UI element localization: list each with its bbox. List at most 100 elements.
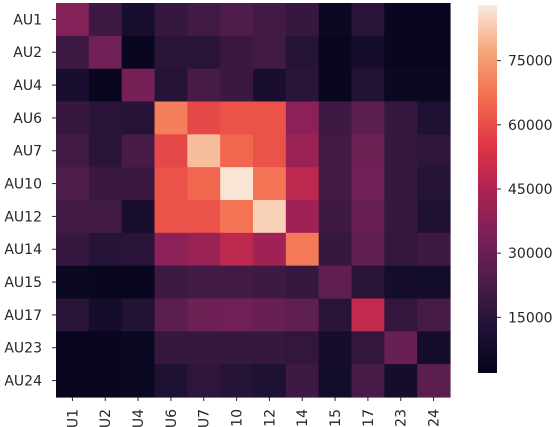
heatmap-cell	[285, 167, 320, 201]
colorbar-tick-label: 15000	[508, 310, 553, 326]
heatmap-cell	[187, 200, 221, 234]
y-tick-label: AU17	[4, 308, 42, 324]
heatmap-cell	[121, 3, 156, 37]
x-tick-label: AU1	[65, 409, 81, 427]
heatmap-cell	[351, 167, 385, 201]
heatmap-cell	[154, 331, 188, 365]
heatmap-cell	[88, 68, 123, 103]
x-tick-label: AU14	[295, 409, 311, 427]
heatmap-cell	[121, 232, 156, 267]
heatmap-cell	[318, 232, 353, 267]
heatmap-cell	[351, 298, 385, 332]
y-tick-label: AU12	[4, 209, 42, 225]
heatmap-cell	[187, 68, 221, 103]
heatmap-cell	[417, 68, 451, 103]
heatmap-cell	[56, 265, 90, 300]
heatmap-cell	[318, 167, 353, 201]
heatmap-cell	[318, 3, 353, 37]
heatmap-cell	[417, 101, 451, 135]
heatmap-cell	[187, 167, 221, 201]
heatmap-cell	[351, 200, 385, 234]
heatmap-cell	[121, 298, 156, 332]
x-tick-label: AU17	[361, 409, 377, 427]
y-tick-label: AU7	[13, 144, 42, 160]
heatmap-cell	[351, 101, 385, 135]
x-tick-label: AU12	[262, 409, 278, 427]
heatmap-cell	[253, 364, 287, 398]
heatmap-cell	[154, 134, 188, 168]
axes-layer: AU1 AU2 AU4 AU6 AU7 AU10 AU12 AU14 AU15 AU17 AU23 A…	[4, 12, 442, 427]
heatmap-cell	[318, 68, 353, 103]
y-tick-label: AU1	[13, 12, 42, 28]
heatmap-cell	[384, 134, 418, 168]
heatmap-cell	[318, 331, 353, 365]
y-tick-label: AU6	[13, 111, 42, 127]
heatmap-cell	[351, 134, 385, 168]
heatmap-cell	[154, 167, 188, 201]
heatmap-cell	[384, 167, 418, 201]
heatmap-cell	[154, 200, 188, 234]
heatmap-cell	[220, 232, 254, 267]
heatmap-cell	[351, 35, 385, 70]
heatmap-cell	[187, 298, 221, 332]
heatmap-cell	[88, 265, 123, 300]
heatmap-cell	[56, 101, 90, 135]
heatmap-cell	[220, 167, 254, 201]
heatmap-cell	[121, 200, 156, 234]
heatmap-cell	[285, 331, 320, 365]
x-tick-label: AU10	[230, 409, 246, 427]
heatmap-cell	[220, 265, 254, 300]
heatmap-cell	[384, 35, 418, 70]
heatmap-cell	[154, 232, 188, 267]
cells-layer	[56, 3, 451, 398]
heatmap-cell	[318, 265, 353, 300]
heatmap-cell	[384, 232, 418, 267]
heatmap-cell	[384, 68, 418, 103]
heatmap-cell	[253, 298, 287, 332]
heatmap-cell	[154, 101, 188, 135]
heatmap-cell	[417, 3, 451, 37]
heatmap-cell	[121, 35, 156, 70]
heatmap-cell	[417, 232, 451, 267]
heatmap-cell	[384, 200, 418, 234]
heatmap-cell	[384, 101, 418, 135]
heatmap-cell	[121, 364, 156, 398]
heatmap-cell	[187, 134, 221, 168]
heatmap-cell	[56, 232, 90, 267]
heatmap-cell	[417, 134, 451, 168]
heatmap-cell	[88, 200, 123, 234]
heatmap-cell	[253, 265, 287, 300]
heatmap-cell	[417, 364, 451, 398]
heatmap-cell	[187, 364, 221, 398]
x-tick-label: AU2	[98, 409, 114, 427]
heatmap-cell	[56, 134, 90, 168]
heatmap-cell	[384, 331, 418, 365]
heatmap-cell	[88, 298, 123, 332]
heatmap-cell	[88, 331, 123, 365]
heatmap-cell	[220, 35, 254, 70]
heatmap-cell	[318, 200, 353, 234]
y-tick-label: AU23	[4, 341, 42, 357]
heatmap-cell	[285, 298, 320, 332]
heatmap-cell	[88, 167, 123, 201]
heatmap-cell	[285, 35, 320, 70]
heatmap-cell	[220, 68, 254, 103]
heatmap-cell	[56, 3, 90, 37]
heatmap-cell	[220, 134, 254, 168]
heatmap-cell	[220, 331, 254, 365]
heatmap-cell	[121, 331, 156, 365]
colorbar-gradient	[478, 5, 497, 373]
x-tick-label: AU6	[164, 409, 180, 427]
heatmap-cell	[417, 167, 451, 201]
x-tick-label: AU7	[197, 409, 213, 427]
x-tick-label: AU4	[131, 409, 147, 427]
heatmap-cell	[253, 167, 287, 201]
heatmap-cell	[56, 331, 90, 365]
heatmap-cell	[187, 232, 221, 267]
heatmap-cell	[351, 232, 385, 267]
heatmap-cell	[154, 35, 188, 70]
heatmap-cell	[253, 3, 287, 37]
heatmap-cell	[88, 232, 123, 267]
x-tick-label: AU23	[394, 409, 410, 427]
heatmap-cell	[220, 3, 254, 37]
